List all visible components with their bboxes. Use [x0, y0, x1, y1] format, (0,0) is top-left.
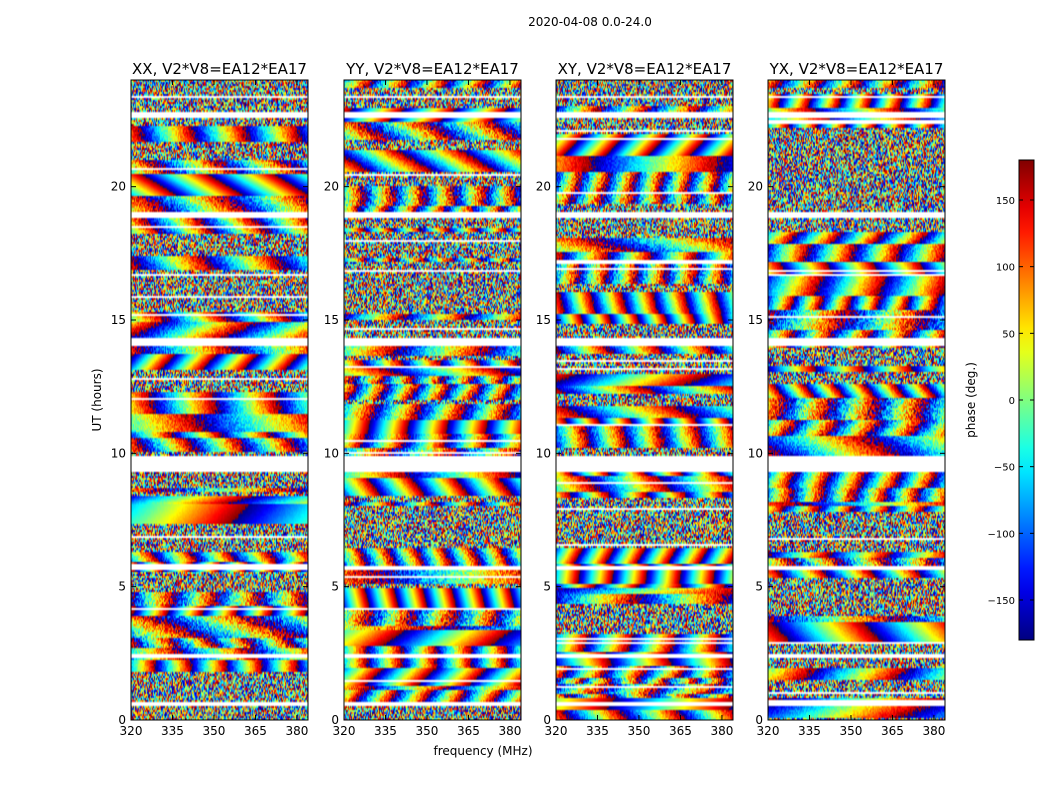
y-tick-label: 15 [324, 313, 339, 327]
x-tick-label: 380 [710, 724, 733, 738]
heatmap-image [131, 80, 308, 720]
x-tick-label: 365 [244, 724, 267, 738]
panel-3: XY, V2*V8=EA12*EA17 320 335 350 365 380 0 5 10 15… [536, 60, 734, 738]
x-tick-label: 350 [628, 724, 651, 738]
x-tick-label: 365 [457, 724, 480, 738]
x-tick-label: 335 [586, 724, 609, 738]
x-tick-label: 350 [416, 724, 439, 738]
colorbar-tick-label: 0 [1009, 396, 1015, 407]
colorbar-label: phase (deg.) [964, 362, 978, 438]
y-axis-label: UT (hours) [90, 368, 104, 431]
panel-title: XY, V2*V8=EA12*EA17 [558, 60, 732, 78]
colorbar-tick-label: −50 [994, 463, 1015, 474]
heatmap-image [344, 80, 521, 720]
y-tick-label: 15 [748, 313, 763, 327]
y-tick-label: 5 [331, 580, 339, 594]
colorbar-tick-label: −150 [988, 596, 1015, 607]
colorbar-tick-label: −100 [988, 529, 1015, 540]
x-tick-label: 365 [881, 724, 904, 738]
panels-group: XX, V2*V8=EA12*EA17 320 335 350 365 380 0 5 10 15… [111, 60, 946, 738]
y-tick-label: 15 [111, 313, 126, 327]
x-tick-label: 335 [161, 724, 184, 738]
y-tick-label: 20 [111, 180, 126, 194]
panel-2: YY, V2*V8=EA12*EA17 320 335 350 365 380 0 5 10 15… [324, 60, 522, 738]
figure-suptitle: 2020-04-08 0.0-24.0 [528, 15, 652, 29]
y-tick-label: 10 [536, 446, 551, 460]
x-tick-label: 320 [545, 724, 568, 738]
panel-frame [767, 79, 946, 721]
panel-1: XX, V2*V8=EA12*EA17 320 335 350 365 380 0 5 10 15… [111, 60, 309, 738]
x-tick-label: 365 [669, 724, 692, 738]
y-tick-label: 15 [536, 313, 551, 327]
y-tick-label: 20 [324, 180, 339, 194]
y-tick-label: 20 [748, 180, 763, 194]
panel-title: YY, V2*V8=EA12*EA17 [345, 60, 519, 78]
y-tick-label: 0 [331, 713, 339, 727]
heatmap-image [556, 80, 733, 720]
x-tick-label: 380 [498, 724, 521, 738]
y-tick-label: 5 [755, 580, 763, 594]
panel-4: YX, V2*V8=EA12*EA17 320 335 350 365 380 0 5 10 15… [748, 60, 946, 738]
x-tick-label: 320 [757, 724, 780, 738]
x-tick-label: 380 [922, 724, 945, 738]
panel-title: YX, V2*V8=EA12*EA17 [769, 60, 944, 78]
panel-frame [343, 79, 522, 721]
colorbar-tick-label: 100 [996, 263, 1015, 274]
heatmap-image [768, 80, 945, 720]
x-tick-label: 350 [203, 724, 226, 738]
colorbar-tick-label: 50 [1002, 329, 1015, 340]
y-tick-label: 5 [543, 580, 551, 594]
y-tick-label: 5 [118, 580, 126, 594]
x-tick-label: 335 [798, 724, 821, 738]
x-tick-label: 335 [374, 724, 397, 738]
x-axis-label: frequency (MHz) [433, 744, 532, 758]
y-tick-label: 20 [536, 180, 551, 194]
y-tick-label: 0 [118, 713, 126, 727]
x-tick-label: 320 [120, 724, 143, 738]
y-tick-label: 0 [543, 713, 551, 727]
y-tick-label: 10 [324, 446, 339, 460]
x-tick-label: 320 [333, 724, 356, 738]
y-tick-label: 10 [111, 446, 126, 460]
colorbar-tick-label: 150 [996, 196, 1015, 207]
y-tick-label: 10 [748, 446, 763, 460]
x-tick-label: 380 [285, 724, 308, 738]
x-tick-label: 350 [840, 724, 863, 738]
panel-frame [130, 79, 309, 721]
y-tick-label: 0 [755, 713, 763, 727]
colorbar: −150 −100 −50 0 50 100 150 [988, 159, 1035, 641]
panel-title: XX, V2*V8=EA12*EA17 [132, 60, 307, 78]
panel-frame [555, 79, 734, 721]
